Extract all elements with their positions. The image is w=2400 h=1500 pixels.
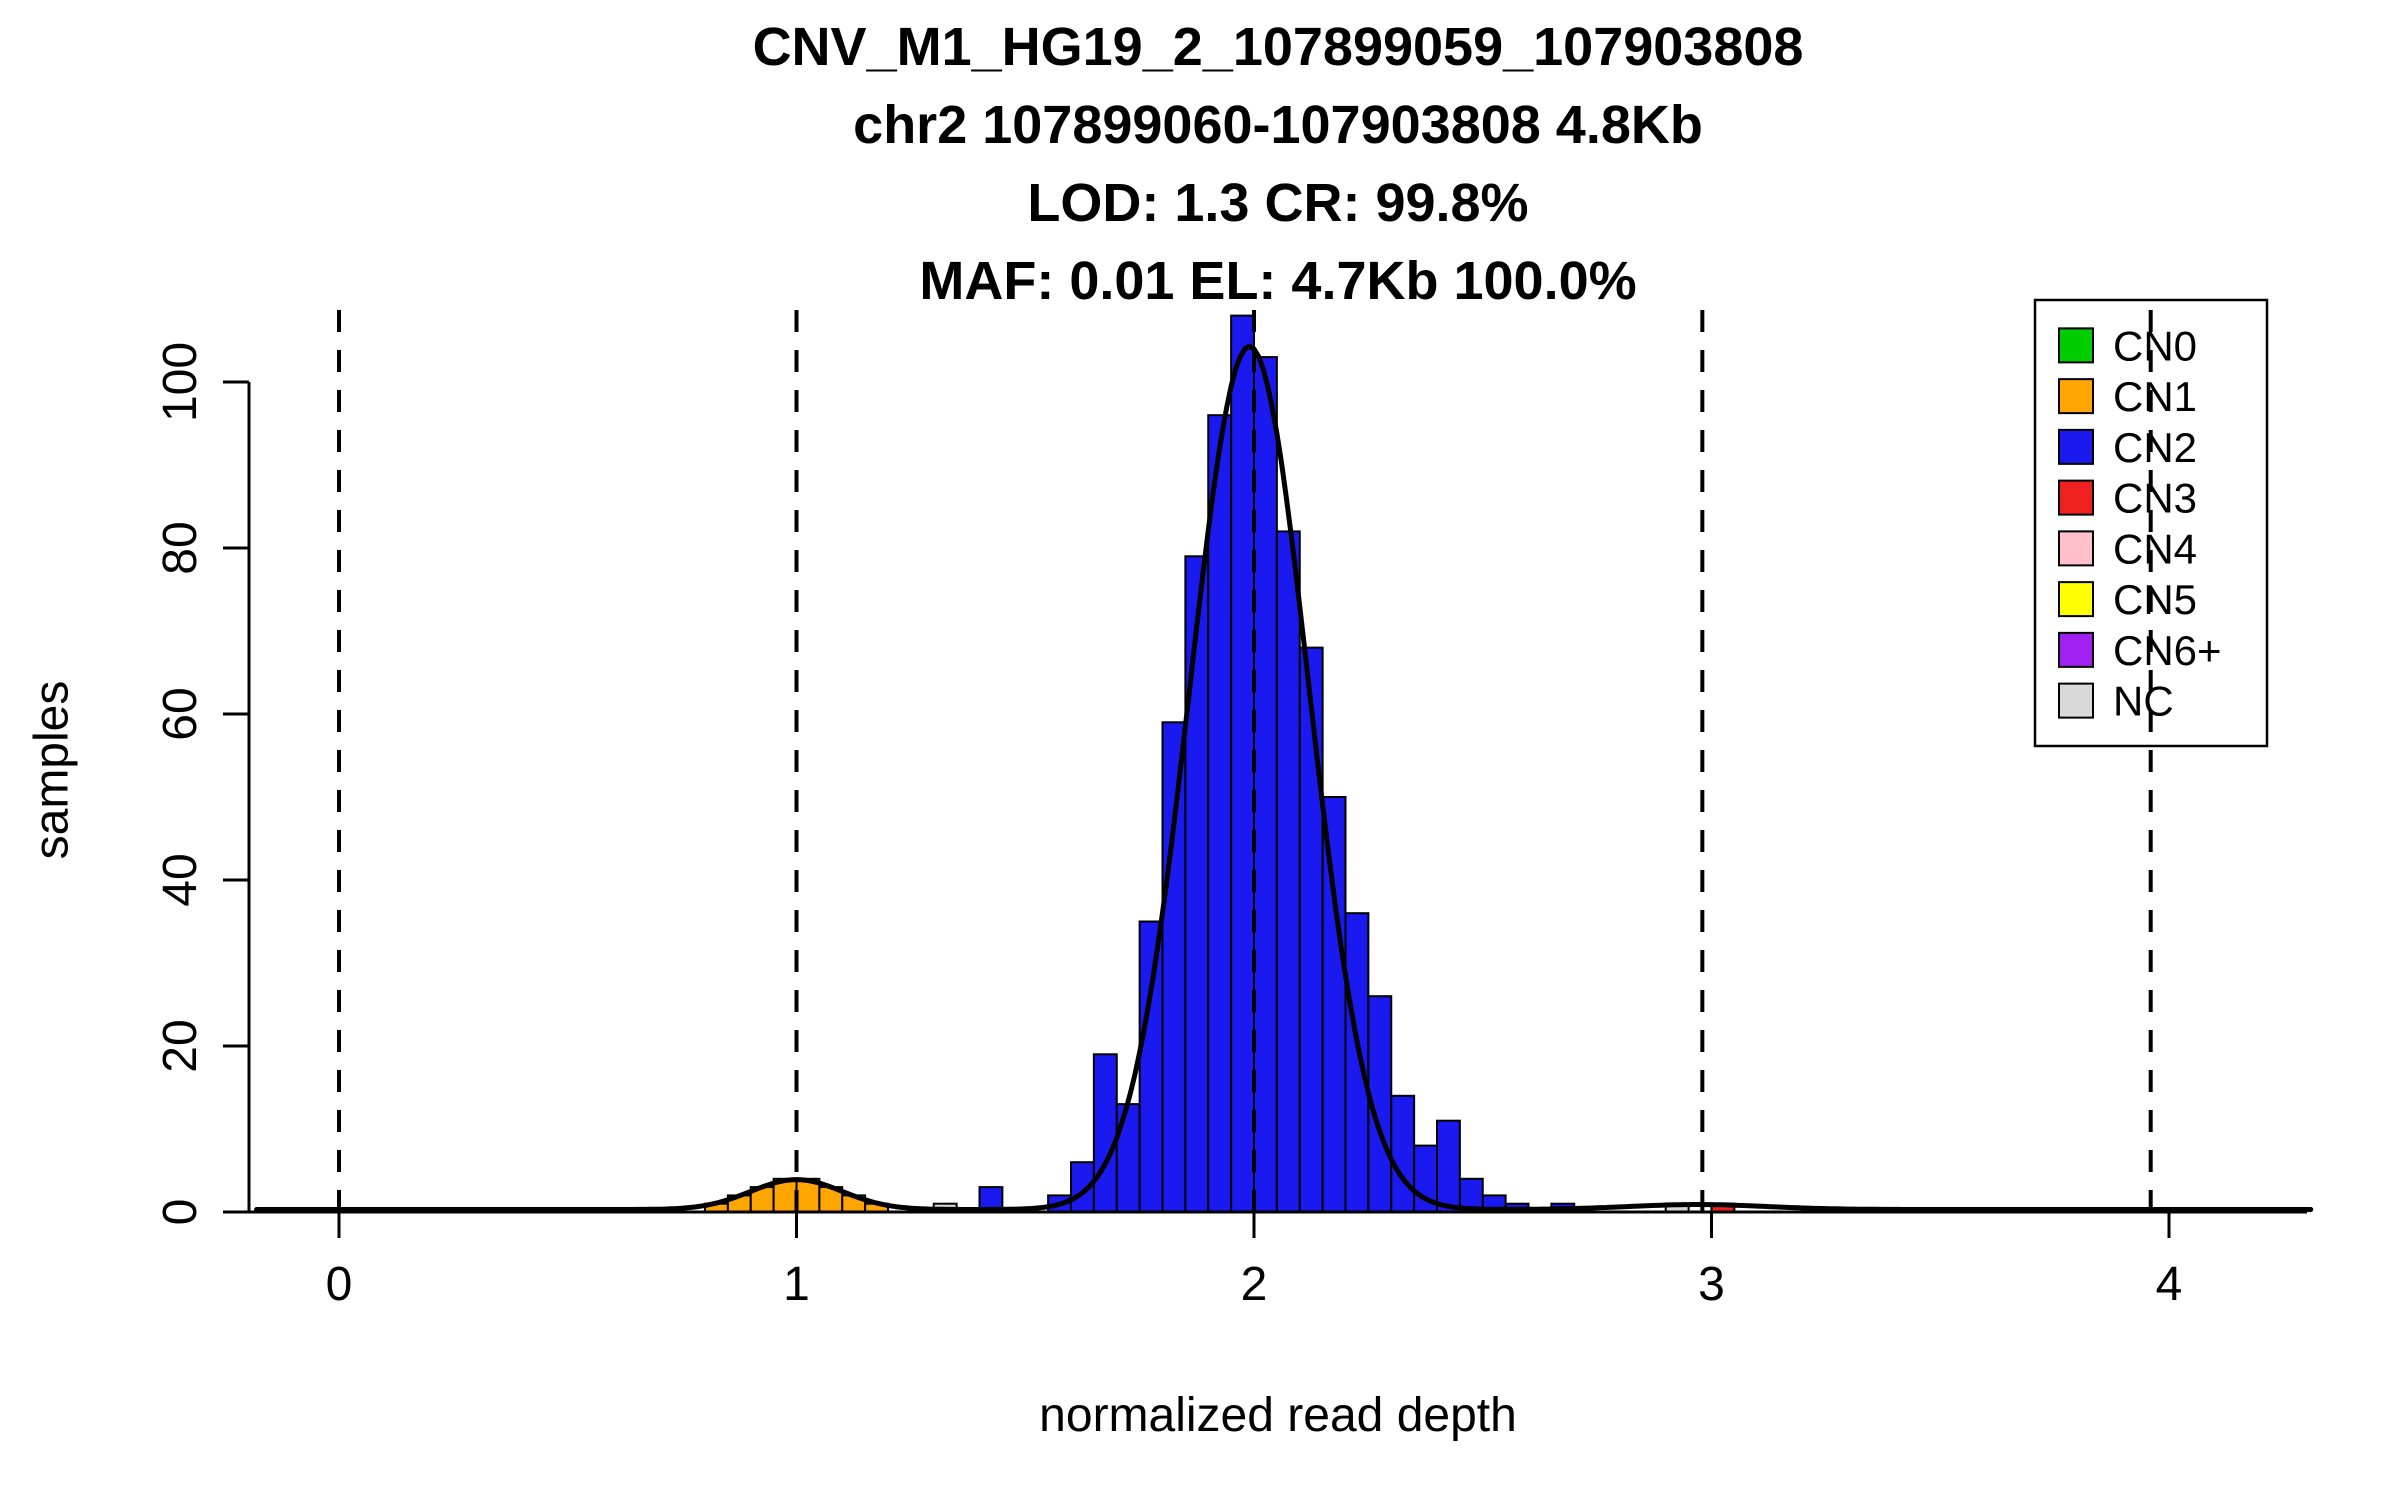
legend-swatch-cn3 [2058,479,2094,516]
histogram-bar-cn2 [1092,1053,1118,1214]
legend-label-cn1: CN1 [2113,373,2197,420]
histogram-bar-cn2 [1436,1119,1461,1213]
x-axis-tick-label: 4 [2156,1258,2183,1311]
histogram-bar-cn2 [1138,920,1164,1213]
histogram-bar-cn2 [1390,1094,1416,1214]
legend-label-nc: NC [2113,678,2174,725]
legend-swatch-cn2 [2058,428,2094,465]
y-axis-tick-label: 40 [154,853,207,906]
density-curve [254,343,2314,1212]
plot-title-line-1: CNV_M1_HG19_2_107899059_107903808 [752,17,1804,77]
histogram-bar-cn2 [1321,796,1347,1213]
legend-swatch-cn1 [2058,378,2094,415]
legend-label-cn4: CN4 [2113,525,2197,572]
histogram-bar-cn2 [1184,555,1210,1213]
plot-title-line-3: LOD: 1.3 CR: 99.8% [1027,173,1529,233]
legend-label-cn3: CN3 [2113,475,2197,522]
x-axis-label: normalized read depth [1039,1389,1517,1442]
legend-swatch-cn5 [2058,581,2094,618]
legend-swatch-cn0 [2058,327,2094,364]
plot-title-block: CNV_M1_HG19_2_107899059_107903808 chr2 1… [249,8,2307,320]
legend-label-cn0: CN0 [2113,322,2197,369]
legend-swatch-cn4 [2058,530,2094,567]
y-axis-tick-label: 80 [154,521,207,574]
histogram-bar-cn2 [1161,721,1187,1213]
y-axis-tick-label: 100 [154,342,207,422]
y-axis-tick-label: 60 [154,687,207,740]
y-axis-tick-label: 20 [154,1019,207,1072]
plot-title-line-2: chr2 107899060-107903808 4.8Kb [853,95,1703,155]
histogram-bar-cn2 [1253,356,1278,1214]
histogram-bar-cn2 [1275,530,1301,1213]
y-axis-tick-label: 0 [154,1199,207,1226]
legend-label-cn6plus: CN6+ [2113,627,2222,674]
histogram-bar-cn2 [1298,646,1324,1213]
legend-swatch-nc [2058,682,2094,719]
x-axis-tick-label: 3 [1698,1258,1725,1311]
x-axis-tick-label: 2 [1241,1258,1268,1311]
x-axis-tick-label: 1 [783,1258,810,1311]
legend-swatch-cn6plus [2058,631,2094,668]
x-axis-tick-label: 0 [326,1258,353,1311]
histogram-bar-cn2 [1344,912,1370,1213]
y-axis-label: samples [25,680,79,860]
plot-title-line-4: MAF: 0.01 EL: 4.7Kb 100.0% [919,251,1637,311]
legend-label-cn5: CN5 [2113,576,2197,623]
histogram-bar-cn2 [1230,314,1255,1214]
legend-label-cn2: CN2 [2113,424,2197,471]
histogram-bar-cn2 [1207,414,1233,1213]
